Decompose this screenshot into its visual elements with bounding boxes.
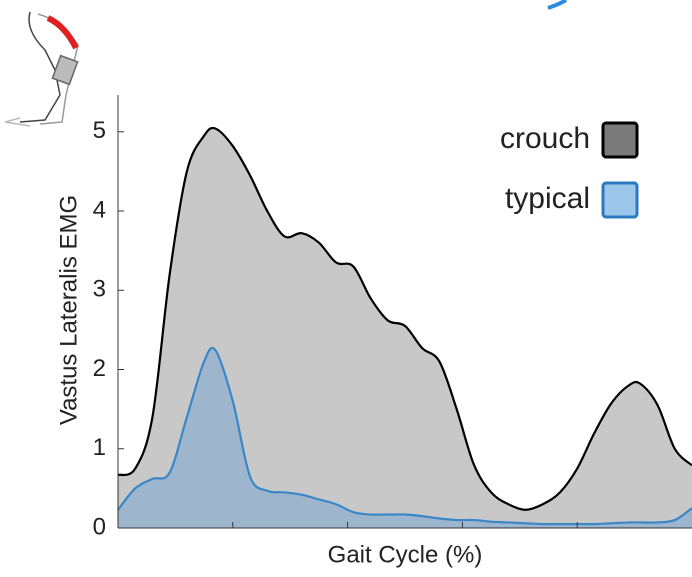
legend-swatch <box>601 181 639 219</box>
legend-label: crouch <box>500 122 590 155</box>
y-axis-label: Vastus Lateralis EMG <box>55 195 82 425</box>
y-tick-label: 4 <box>93 196 106 223</box>
line <box>117 346 692 526</box>
decoration <box>547 0 568 10</box>
y-tick-label: 5 <box>93 117 106 144</box>
area <box>118 127 692 529</box>
x-axis-label: Gait Cycle (%) <box>328 541 483 568</box>
y-tick-label: 3 <box>93 276 106 303</box>
leg-icon <box>4 11 79 127</box>
legend-swatch <box>601 121 639 159</box>
y-tick-label: 2 <box>93 355 106 382</box>
area <box>118 347 692 528</box>
legend-label: typical <box>505 182 590 215</box>
line <box>117 126 692 511</box>
y-tick-label: 1 <box>93 434 106 461</box>
y-tick-label: 0 <box>93 513 106 540</box>
